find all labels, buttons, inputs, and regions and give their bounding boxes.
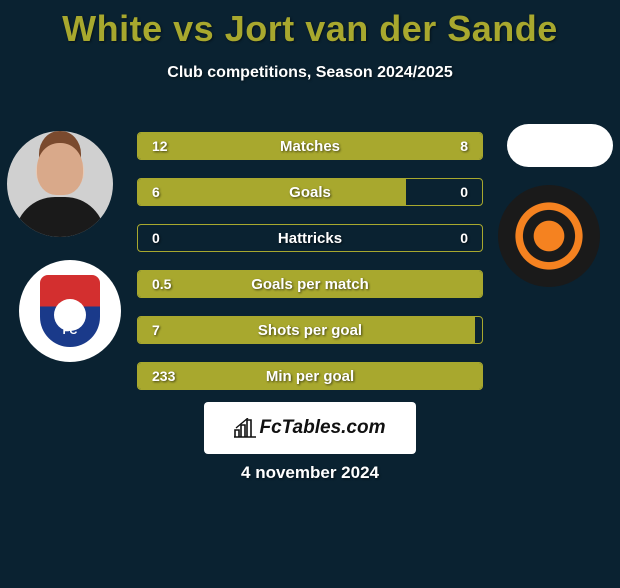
stat-row: 7 Shots per goal — [137, 316, 483, 344]
player-right-club-logo — [498, 185, 600, 287]
stat-value-right: 0 — [460, 230, 468, 246]
date-label: 4 november 2024 — [0, 463, 620, 483]
branding-text: FcTables.com — [259, 417, 385, 439]
stat-value-right: 8 — [460, 138, 468, 154]
branding-badge: FcTables.com — [204, 402, 416, 454]
stat-row: 233 Min per goal — [137, 362, 483, 390]
stat-value-left: 7 — [152, 322, 160, 338]
stat-row: 12 Matches 8 — [137, 132, 483, 160]
stat-label: Goals per match — [251, 276, 369, 293]
stat-fill-left — [138, 179, 406, 205]
stat-label: Goals — [289, 184, 331, 201]
player-right-avatar — [507, 124, 613, 167]
player-left-avatar — [7, 131, 113, 237]
stat-label: Shots per goal — [258, 322, 362, 339]
subtitle: Club competitions, Season 2024/2025 — [0, 64, 620, 82]
stat-value-right: 0 — [460, 184, 468, 200]
stat-value-left: 12 — [152, 138, 168, 154]
stat-value-left: 0.5 — [152, 276, 171, 292]
chart-icon — [234, 418, 256, 438]
stats-container: 12 Matches 8 6 Goals 0 0 Hattricks 0 0.5 Goals per… — [137, 132, 483, 408]
stat-value-left: 6 — [152, 184, 160, 200]
stat-label: Matches — [280, 138, 340, 155]
stat-label: Min per goal — [266, 368, 354, 385]
page-title: White vs Jort van der Sande — [0, 8, 620, 50]
player-left-club-logo: FC — [19, 260, 121, 362]
stat-row: 0 Hattricks 0 — [137, 224, 483, 252]
club-left-abbrev: FC — [63, 325, 78, 337]
stat-value-left: 0 — [152, 230, 160, 246]
stat-value-left: 233 — [152, 368, 175, 384]
stat-row: 6 Goals 0 — [137, 178, 483, 206]
stat-label: Hattricks — [278, 230, 342, 247]
stat-row: 0.5 Goals per match — [137, 270, 483, 298]
